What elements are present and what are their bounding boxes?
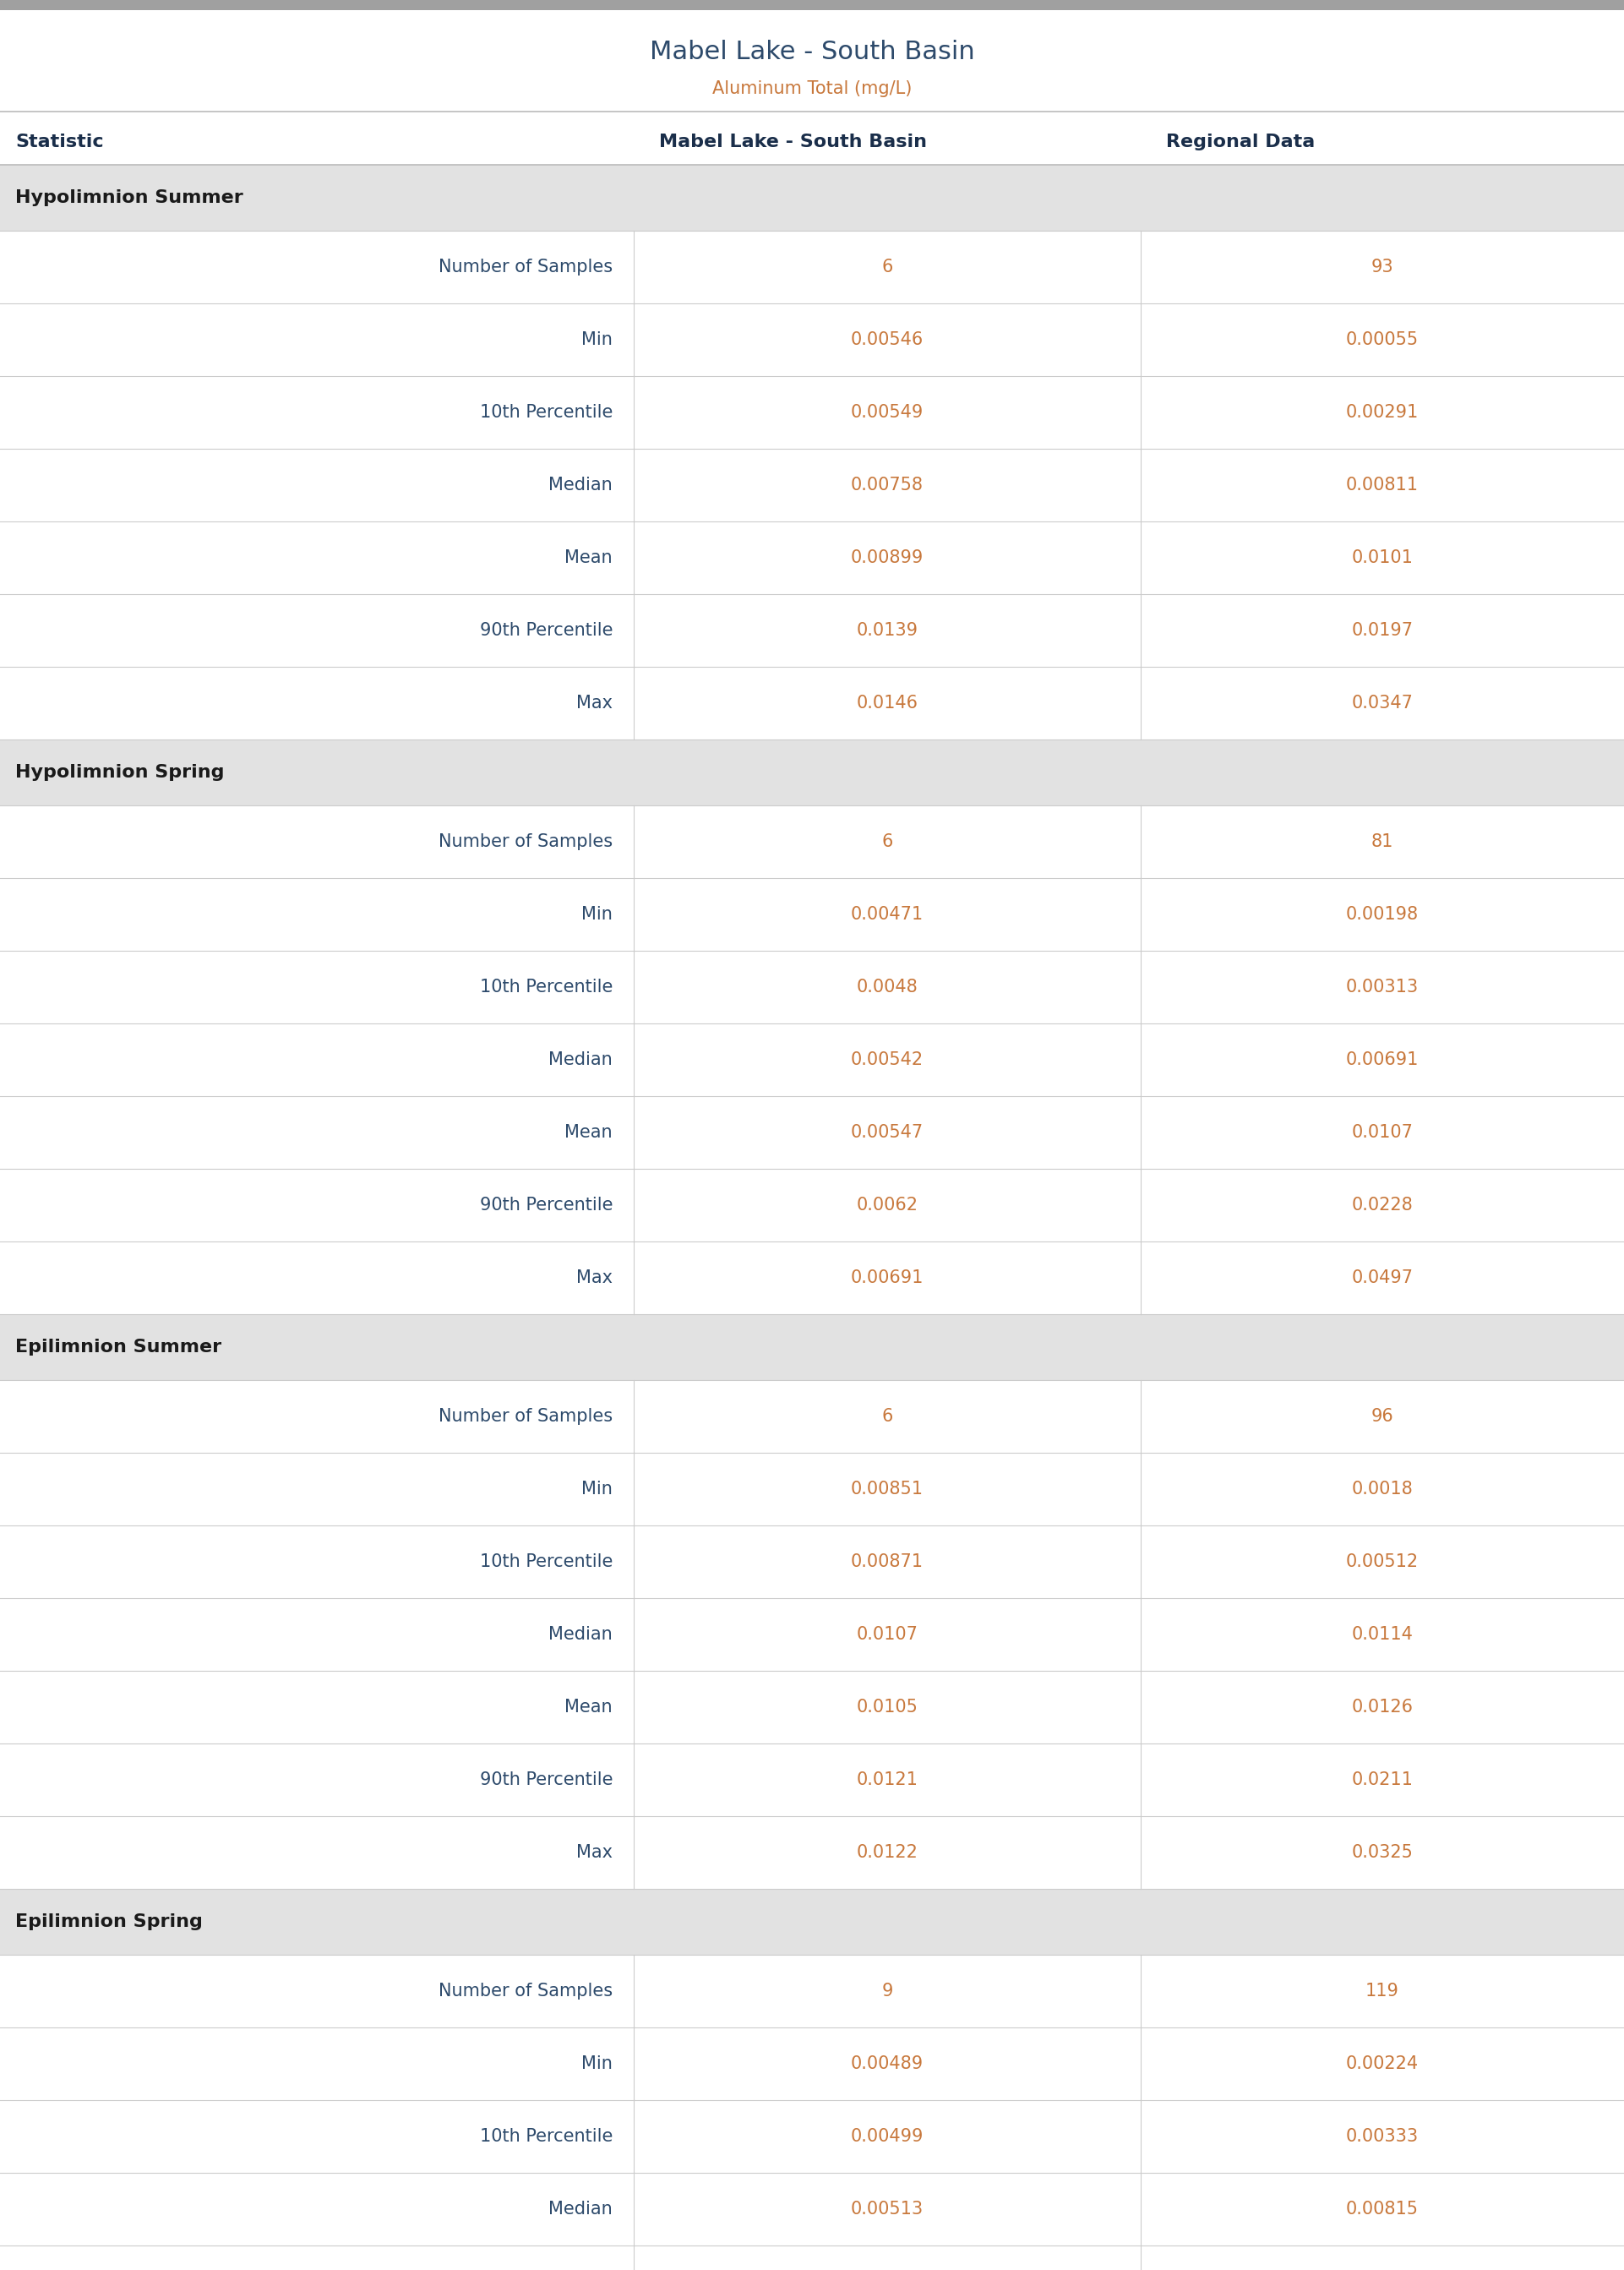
Text: Epilimnion Summer: Epilimnion Summer (15, 1339, 221, 1355)
Text: 9: 9 (882, 1982, 893, 2000)
Text: Median: Median (549, 1625, 612, 1643)
Text: 0.0126: 0.0126 (1351, 1698, 1413, 1716)
Text: Number of Samples: Number of Samples (438, 1407, 612, 1426)
Bar (0, 166, 1624, 232)
Bar (0, 740, 1624, 806)
Text: 0.00547: 0.00547 (851, 1124, 924, 1142)
Text: 0.00198: 0.00198 (1346, 906, 1419, 924)
Text: 0.0228: 0.0228 (1351, 1196, 1413, 1214)
Text: Max: Max (577, 695, 612, 711)
Text: Min: Min (581, 331, 612, 347)
Text: Mabel Lake - South Basin: Mabel Lake - South Basin (659, 134, 927, 150)
Text: Number of Samples: Number of Samples (438, 1982, 612, 2000)
Text: 0.00313: 0.00313 (1346, 978, 1419, 997)
Text: 0.00489: 0.00489 (851, 2054, 924, 2073)
Text: 0.00291: 0.00291 (1346, 404, 1419, 420)
Text: 6: 6 (882, 1407, 893, 1426)
Text: 0.0211: 0.0211 (1351, 1771, 1413, 1789)
Text: 10th Percentile: 10th Percentile (479, 404, 612, 420)
Text: 0.00758: 0.00758 (851, 477, 924, 493)
Text: 0.0197: 0.0197 (1351, 622, 1413, 638)
Text: 0.00542: 0.00542 (851, 1051, 924, 1069)
Text: 0.00513: 0.00513 (851, 2200, 924, 2218)
Text: Max: Max (577, 1269, 612, 1287)
Bar (0, 1314, 1624, 1380)
Text: Hypolimnion Summer: Hypolimnion Summer (15, 188, 244, 207)
Text: 0.00899: 0.00899 (851, 549, 924, 565)
Text: 0.0048: 0.0048 (856, 978, 918, 997)
Text: 0.00055: 0.00055 (1346, 331, 1419, 347)
Text: 90th Percentile: 90th Percentile (479, 1196, 612, 1214)
Text: Min: Min (581, 1480, 612, 1498)
Text: 90th Percentile: 90th Percentile (479, 1771, 612, 1789)
Text: 0.00549: 0.00549 (851, 404, 924, 420)
Text: 0.0107: 0.0107 (856, 1625, 918, 1643)
Text: Number of Samples: Number of Samples (438, 259, 612, 275)
Text: Epilimnion Spring: Epilimnion Spring (15, 1914, 203, 1930)
Text: 0.0018: 0.0018 (1351, 1480, 1413, 1498)
Text: Median: Median (549, 477, 612, 493)
Text: 0.0107: 0.0107 (1351, 1124, 1413, 1142)
Text: 93: 93 (1371, 259, 1393, 275)
Text: 90th Percentile: 90th Percentile (479, 622, 612, 638)
Text: 0.0062: 0.0062 (856, 1196, 918, 1214)
Text: 0.00224: 0.00224 (1346, 2054, 1419, 2073)
Bar (0, 1889, 1624, 1954)
Text: Min: Min (581, 906, 612, 924)
Text: 0.00851: 0.00851 (851, 1480, 924, 1498)
Text: 0.00871: 0.00871 (851, 1553, 924, 1571)
Bar (0, 0, 1624, 9)
Text: Mean: Mean (565, 1124, 612, 1142)
Text: 0.0105: 0.0105 (856, 1698, 918, 1716)
Text: 0.0122: 0.0122 (856, 1843, 918, 1861)
Text: Aluminum Total (mg/L): Aluminum Total (mg/L) (713, 79, 911, 98)
Text: 0.00499: 0.00499 (851, 2127, 924, 2145)
Text: 10th Percentile: 10th Percentile (479, 2127, 612, 2145)
Text: 0.0347: 0.0347 (1351, 695, 1413, 711)
Text: 0.0146: 0.0146 (856, 695, 918, 711)
Text: 6: 6 (882, 259, 893, 275)
Text: 10th Percentile: 10th Percentile (479, 1553, 612, 1571)
Text: Median: Median (549, 1051, 612, 1069)
Text: 0.00512: 0.00512 (1346, 1553, 1419, 1571)
Text: 0.0101: 0.0101 (1351, 549, 1413, 565)
Text: Hypolimnion Spring: Hypolimnion Spring (15, 765, 224, 781)
Text: 0.00546: 0.00546 (851, 331, 924, 347)
Text: 10th Percentile: 10th Percentile (479, 978, 612, 997)
Text: Mean: Mean (565, 549, 612, 565)
Text: Number of Samples: Number of Samples (438, 833, 612, 851)
Text: 0.00691: 0.00691 (1346, 1051, 1419, 1069)
Text: Max: Max (577, 1843, 612, 1861)
Text: 0.0325: 0.0325 (1351, 1843, 1413, 1861)
Text: Min: Min (581, 2054, 612, 2073)
Text: Mean: Mean (565, 1698, 612, 1716)
Text: Regional Data: Regional Data (1166, 134, 1315, 150)
Text: 0.00811: 0.00811 (1346, 477, 1419, 493)
Text: 81: 81 (1371, 833, 1393, 851)
Text: Statistic: Statistic (15, 134, 104, 150)
Text: 0.00815: 0.00815 (1346, 2200, 1419, 2218)
Text: 0.0114: 0.0114 (1351, 1625, 1413, 1643)
Text: 0.0121: 0.0121 (856, 1771, 918, 1789)
Text: 0.00691: 0.00691 (851, 1269, 924, 1287)
Text: 119: 119 (1366, 1982, 1400, 2000)
Text: Median: Median (549, 2200, 612, 2218)
Text: 96: 96 (1371, 1407, 1393, 1426)
Text: 0.00333: 0.00333 (1346, 2127, 1419, 2145)
Text: 0.00471: 0.00471 (851, 906, 924, 924)
Text: 0.0497: 0.0497 (1351, 1269, 1413, 1287)
Text: 6: 6 (882, 833, 893, 851)
Text: Mabel Lake - South Basin: Mabel Lake - South Basin (650, 41, 974, 64)
Text: 0.0139: 0.0139 (856, 622, 918, 638)
